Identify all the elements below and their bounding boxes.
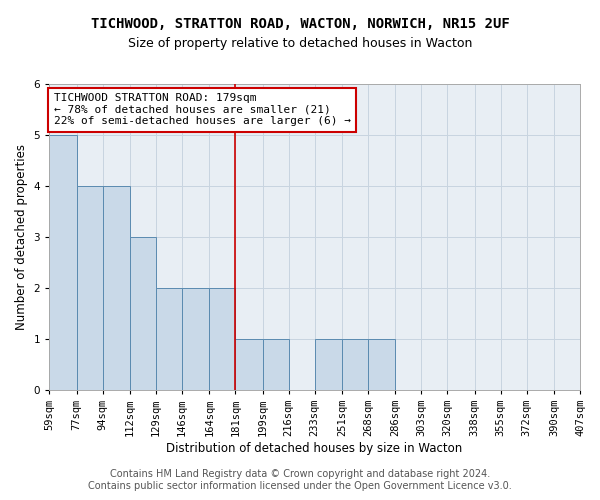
Text: Size of property relative to detached houses in Wacton: Size of property relative to detached ho… [128,38,472,51]
Text: TICHWOOD, STRATTON ROAD, WACTON, NORWICH, NR15 2UF: TICHWOOD, STRATTON ROAD, WACTON, NORWICH… [91,18,509,32]
Bar [182,288,209,390]
Bar [314,339,342,390]
Bar [77,186,103,390]
Y-axis label: Number of detached properties: Number of detached properties [15,144,28,330]
Bar [368,339,395,390]
Bar [263,339,289,390]
Text: TICHWOOD STRATTON ROAD: 179sqm
← 78% of detached houses are smaller (21)
22% of : TICHWOOD STRATTON ROAD: 179sqm ← 78% of … [54,93,351,126]
Bar [235,339,263,390]
Bar [209,288,235,390]
Bar [49,135,77,390]
Text: Contains HM Land Registry data © Crown copyright and database right 2024.
Contai: Contains HM Land Registry data © Crown c… [88,470,512,491]
Bar [156,288,182,390]
Bar [103,186,130,390]
Bar [130,237,156,390]
X-axis label: Distribution of detached houses by size in Wacton: Distribution of detached houses by size … [166,442,463,455]
Bar [342,339,368,390]
